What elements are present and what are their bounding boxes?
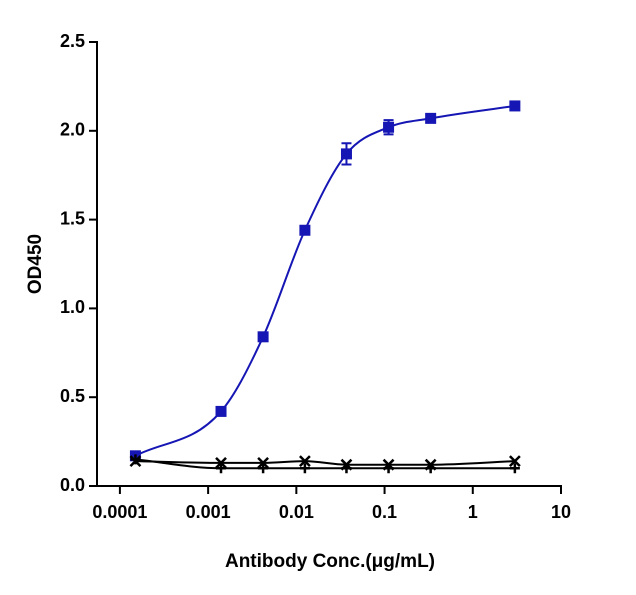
marker — [509, 100, 521, 112]
marker — [257, 331, 269, 343]
y-tick-label: 2.0 — [60, 120, 85, 140]
y-axis-label: OD450 — [25, 234, 46, 294]
y-tick-label: 0.0 — [60, 475, 85, 495]
fit-curve — [135, 460, 515, 466]
y-tick-label: 1.5 — [60, 208, 85, 228]
y-tick-label: 1.0 — [60, 297, 85, 317]
marker — [215, 405, 227, 417]
marker — [216, 463, 227, 474]
y-tick-label: 0.5 — [60, 386, 85, 406]
x-tick-label: 0.01 — [279, 502, 314, 522]
marker — [383, 121, 395, 133]
marker — [509, 463, 520, 474]
marker — [257, 457, 269, 469]
marker — [299, 463, 310, 474]
x-tick-label: 10 — [551, 502, 571, 522]
fit-curve — [134, 104, 516, 457]
x-tick-label: 1 — [468, 502, 478, 522]
x-axis-label: Antibody Conc.(μg/mL) — [225, 551, 435, 572]
marker — [258, 463, 269, 474]
marker — [340, 148, 352, 160]
x-tick-label: 0.0001 — [92, 502, 147, 522]
x-tick-label: 0.1 — [372, 502, 397, 522]
marker — [299, 224, 311, 236]
marker — [341, 463, 352, 474]
marker — [299, 455, 311, 468]
marker — [425, 463, 436, 474]
marker — [508, 455, 521, 468]
marker — [215, 457, 227, 469]
marker — [130, 454, 141, 465]
x-tick-label: 0.001 — [186, 502, 231, 522]
marker — [383, 463, 394, 474]
marker — [425, 112, 437, 124]
y-tick-label: 2.5 — [60, 31, 85, 51]
